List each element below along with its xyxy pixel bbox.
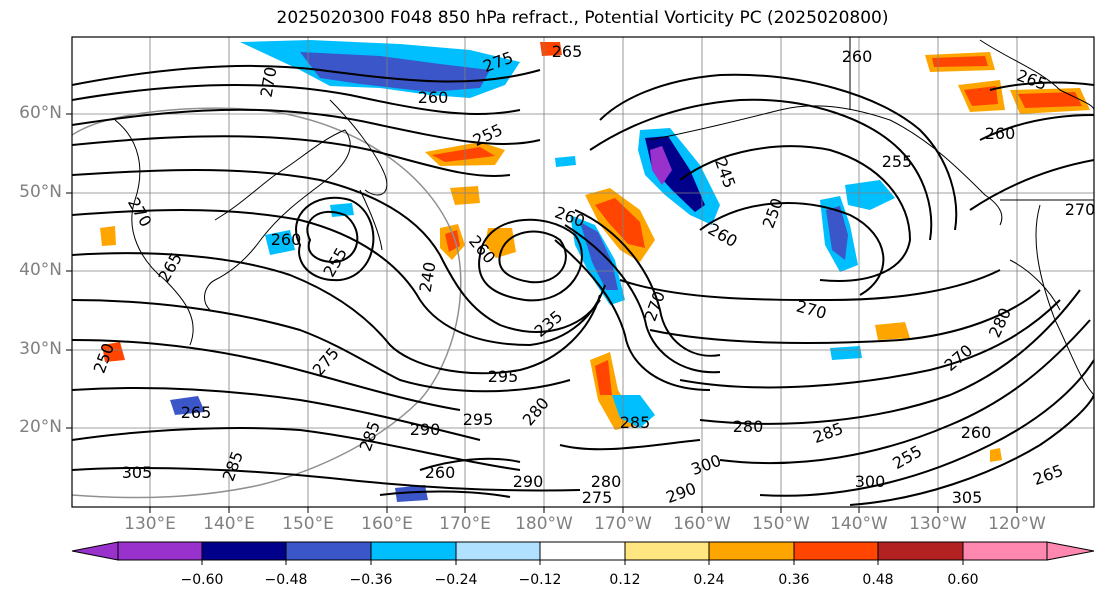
lat-label-20n: 20°N bbox=[19, 417, 62, 437]
contour-label: 260 bbox=[271, 230, 302, 249]
shade-red-south bbox=[595, 360, 612, 395]
lat-label-30n: 30°N bbox=[19, 339, 62, 359]
shade-orange-blob-2 bbox=[485, 228, 516, 258]
shade-orange-w2 bbox=[100, 226, 116, 246]
colorbar-tick-label: −0.12 bbox=[518, 572, 562, 588]
colorbar-swatch bbox=[285, 541, 372, 561]
colorbar-swatch bbox=[962, 541, 1048, 561]
shading-layer bbox=[100, 40, 1090, 502]
colorbar-swatch bbox=[117, 541, 203, 561]
colorbar-swatch bbox=[455, 541, 541, 561]
tick-marks bbox=[66, 113, 1018, 513]
shade-orange-se bbox=[990, 448, 1002, 462]
contour-lines bbox=[72, 65, 1094, 506]
colorbar-swatch bbox=[201, 541, 287, 561]
shade-blue-east-2 bbox=[845, 180, 895, 210]
colorbar-tick-label: −0.36 bbox=[349, 572, 393, 588]
shade-blue-small-2 bbox=[555, 156, 576, 167]
lon-label-150e: 150°E bbox=[282, 514, 334, 534]
lon-label-170e: 170°E bbox=[439, 514, 491, 534]
colorbar-swatch bbox=[708, 541, 795, 561]
lon-label-160e: 160°E bbox=[361, 514, 413, 534]
colorbar bbox=[71, 541, 1095, 565]
colorbar-swatch bbox=[539, 541, 626, 561]
shade-red-west bbox=[102, 342, 125, 362]
map-frame bbox=[71, 36, 1095, 508]
lon-label-140e: 140°E bbox=[203, 514, 255, 534]
contour-label: 290 bbox=[513, 472, 544, 491]
colorbar-swatch bbox=[793, 541, 879, 561]
contour-label: 290 bbox=[410, 420, 441, 439]
shade-darkblue-central bbox=[580, 222, 618, 290]
contour-label: 270 bbox=[1065, 200, 1096, 219]
contour-label: 255 bbox=[882, 152, 913, 171]
contour-label: 305 bbox=[122, 463, 153, 482]
contour-label: 285 bbox=[620, 413, 651, 432]
colorbar-swatch bbox=[370, 541, 457, 561]
lon-label-130e: 130°E bbox=[124, 514, 176, 534]
shade-red-top bbox=[540, 42, 562, 56]
contour-label: 280 bbox=[733, 417, 764, 436]
lon-label-150w: 150°W bbox=[752, 514, 810, 534]
colorbar-tick-label: 0.36 bbox=[778, 572, 810, 588]
colorbar-swatch bbox=[1046, 541, 1095, 561]
colorbar-tick-label: −0.24 bbox=[434, 572, 478, 588]
contour-label: 260 bbox=[425, 463, 456, 482]
shade-blue-west-2 bbox=[265, 230, 295, 255]
contour-label: 275 bbox=[582, 488, 613, 507]
colorbar-swatch bbox=[71, 541, 119, 561]
contour-label: 280 bbox=[591, 472, 622, 491]
contour-label: 260 bbox=[961, 423, 992, 442]
colorbar-tick-label: −0.48 bbox=[264, 572, 308, 588]
colorbar-tick-label: 0.12 bbox=[609, 572, 641, 588]
contour-label: 300 bbox=[855, 472, 886, 491]
lon-label-160w: 160°W bbox=[673, 514, 731, 534]
colorbar-tick-label: 0.24 bbox=[693, 572, 725, 588]
shade-blue-e3 bbox=[830, 346, 862, 360]
shade-blue-west-1 bbox=[170, 396, 205, 415]
contour-label: 260 bbox=[985, 124, 1016, 143]
shade-darkblue-east bbox=[826, 206, 848, 260]
shade-red-central bbox=[595, 198, 645, 248]
lon-label-120w: 120°W bbox=[988, 514, 1046, 534]
shade-blue-small-1 bbox=[330, 203, 354, 217]
shade-purple-vortex bbox=[650, 146, 672, 185]
map-title: 2025020300 F048 850 hPa refract., Potent… bbox=[276, 8, 889, 28]
colorbar-tick-label: −0.60 bbox=[180, 572, 224, 588]
contour-label: 295 bbox=[463, 410, 494, 429]
shade-red-ne3 bbox=[1018, 92, 1082, 108]
shade-orange-e2 bbox=[875, 322, 910, 340]
contour-label: 260 bbox=[842, 47, 873, 66]
lat-label-50n: 50°N bbox=[19, 182, 62, 202]
colorbar-swatch bbox=[624, 541, 710, 561]
lon-label-140w: 140°W bbox=[830, 514, 888, 534]
colorbar-tick-label: 0.60 bbox=[947, 572, 979, 588]
lon-label-130w: 130°W bbox=[909, 514, 967, 534]
lat-label-60n: 60°N bbox=[19, 103, 62, 123]
lon-label-170w: 170°W bbox=[594, 514, 652, 534]
shade-red-nc bbox=[432, 147, 495, 162]
shade-red-ne1 bbox=[932, 56, 988, 67]
contour-label: 295 bbox=[488, 367, 519, 386]
contour-label: 265 bbox=[181, 403, 212, 422]
shade-red-ne2 bbox=[964, 86, 998, 106]
lon-label-180w: 180°W bbox=[515, 514, 573, 534]
shade-blue-sw bbox=[395, 485, 428, 502]
colorbar-swatch bbox=[877, 541, 964, 561]
colorbar-tick-label: 0.48 bbox=[862, 572, 894, 588]
lat-label-40n: 40°N bbox=[19, 260, 62, 280]
contour-label: 265 bbox=[552, 42, 583, 61]
contour-label: 260 bbox=[418, 88, 449, 107]
contour-label: 305 bbox=[952, 488, 983, 507]
